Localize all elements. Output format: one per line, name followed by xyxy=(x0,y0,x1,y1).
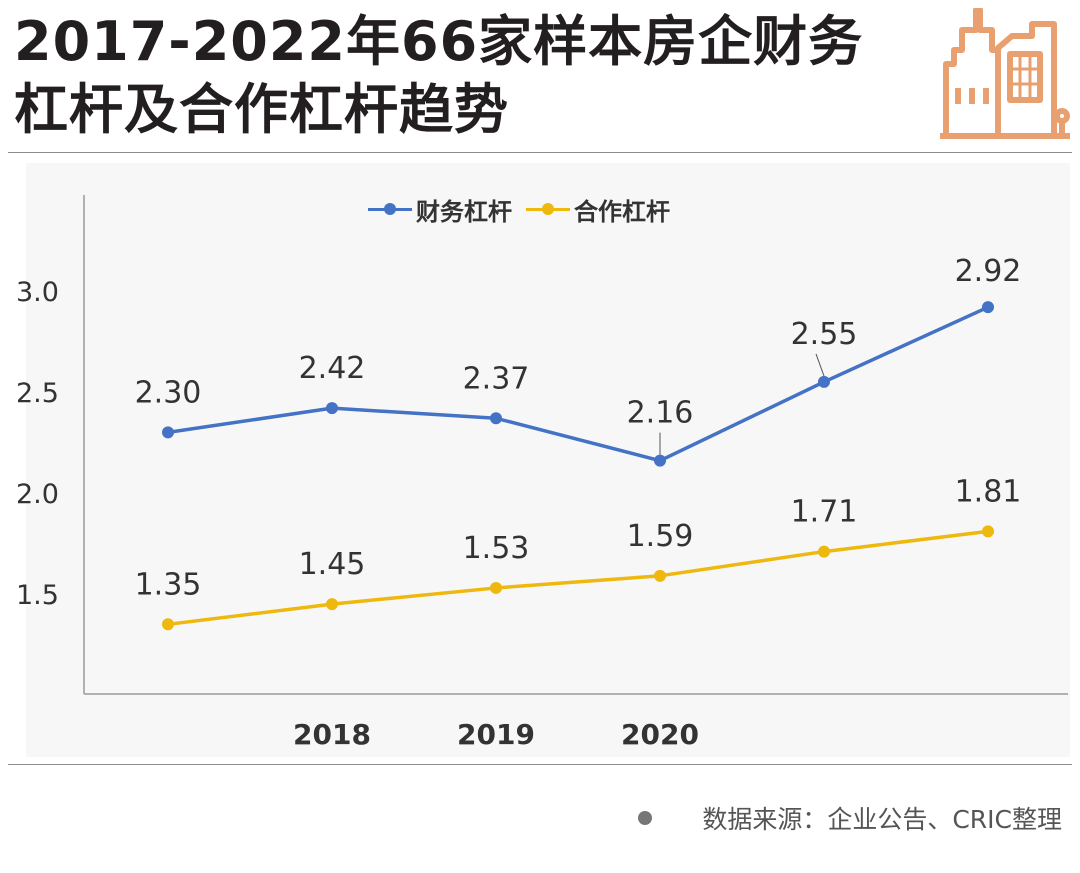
data-point-financial xyxy=(490,412,502,425)
data-label-cooperative: 1.59 xyxy=(627,519,694,554)
header-divider xyxy=(8,152,1072,153)
label-leader-line xyxy=(815,353,825,377)
chart-panel xyxy=(26,163,1070,757)
data-label-financial: 2.16 xyxy=(627,396,694,431)
data-point-financial xyxy=(326,402,338,415)
y-tick-label: 3.0 xyxy=(16,277,59,308)
x-tick-label: 2020 xyxy=(621,718,699,751)
data-label-cooperative: 1.71 xyxy=(791,495,858,530)
data-label-financial: 2.55 xyxy=(791,317,858,352)
source-text: 数据来源：企业公告、CRIC整理 xyxy=(702,805,1062,834)
chart-legend: 财务杠杆 合作杠杆 xyxy=(368,192,684,227)
bullet-icon xyxy=(638,811,653,825)
data-label-financial: 2.37 xyxy=(463,361,530,396)
data-point-cooperative xyxy=(490,581,502,594)
x-tick-label: 2018 xyxy=(293,718,371,751)
data-point-financial xyxy=(162,426,174,439)
building-icon xyxy=(940,8,1070,139)
legend-item-cooperative: 合作杠杆 xyxy=(526,192,670,227)
legend-label-cooperative: 合作杠杆 xyxy=(574,197,670,226)
y-tick-label: 2.0 xyxy=(16,479,59,510)
data-point-cooperative xyxy=(654,569,666,582)
legend-item-financial: 财务杠杆 xyxy=(368,192,512,227)
data-label-cooperative: 1.45 xyxy=(299,547,366,582)
data-point-financial xyxy=(654,454,666,467)
series-line-cooperative xyxy=(167,529,989,627)
data-point-financial xyxy=(818,375,830,388)
data-point-financial xyxy=(982,301,994,314)
data-label-financial: 2.92 xyxy=(955,254,1022,289)
legend-label-financial: 财务杠杆 xyxy=(416,197,512,226)
legend-swatch-financial xyxy=(368,194,412,224)
data-point-cooperative xyxy=(326,598,338,611)
y-tick-label: 1.5 xyxy=(16,580,59,611)
data-label-cooperative: 1.81 xyxy=(955,474,1022,509)
y-tick-label: 2.5 xyxy=(16,378,59,409)
data-label-cooperative: 1.35 xyxy=(135,567,202,602)
data-point-cooperative xyxy=(982,525,994,538)
page-title: 2017-2022年66家样本房企财务 杠杆及合作杠杆趋势 xyxy=(14,8,863,144)
data-label-financial: 2.42 xyxy=(299,351,366,386)
data-label-financial: 2.30 xyxy=(135,375,202,410)
legend-swatch-cooperative xyxy=(526,194,570,224)
x-tick-label: 2019 xyxy=(457,718,535,751)
footer-divider xyxy=(8,764,1072,765)
title-line-2: 杠杆及合作杠杆趋势 xyxy=(14,78,509,141)
title-line-1: 2017-2022年66家样本房企财务 xyxy=(14,10,864,73)
data-source: 数据来源：企业公告、CRIC整理 xyxy=(638,800,1062,836)
data-point-cooperative xyxy=(162,618,174,631)
data-label-cooperative: 1.53 xyxy=(463,531,530,566)
data-point-cooperative xyxy=(818,545,830,558)
series-line-financial xyxy=(167,305,989,463)
